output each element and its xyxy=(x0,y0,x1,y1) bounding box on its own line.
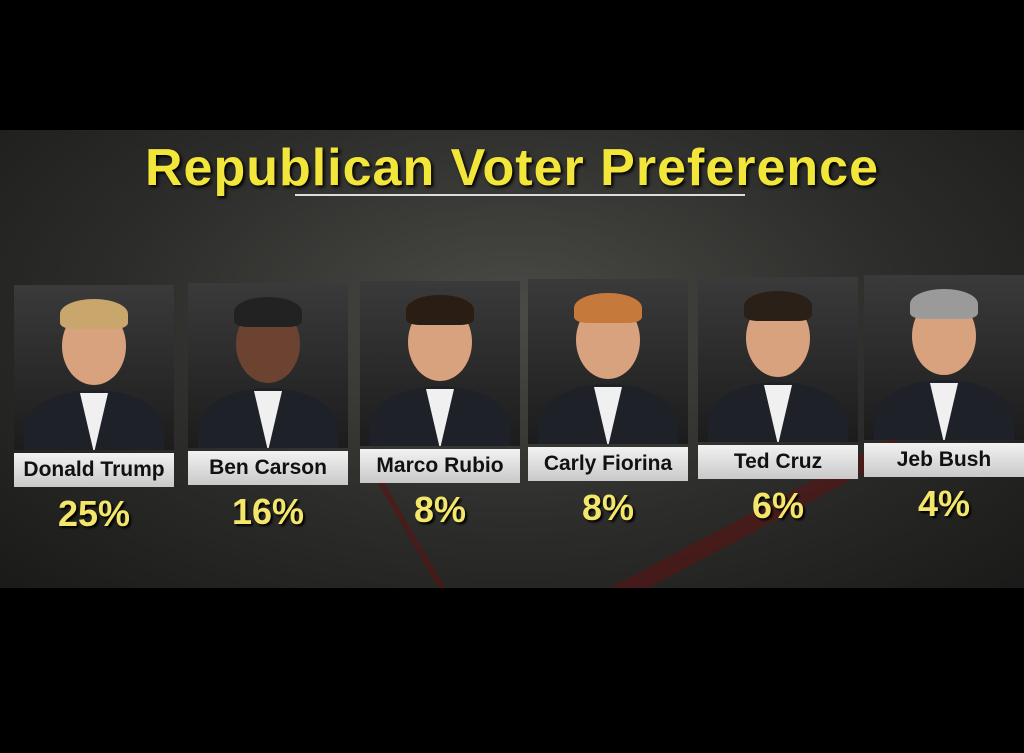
candidate-name: Donald Trump xyxy=(14,453,174,487)
photo-hair xyxy=(234,297,302,327)
photo-hair xyxy=(910,289,978,319)
candidate-name: Marco Rubio xyxy=(360,449,520,483)
candidate-panel: Donald Trump 25% xyxy=(14,285,174,535)
candidate-panel: Ben Carson 16% xyxy=(188,283,348,533)
candidate-panel: Marco Rubio 8% xyxy=(360,281,520,531)
candidate-share: 16% xyxy=(231,491,305,532)
photo-hair xyxy=(60,299,128,329)
candidate-photo xyxy=(188,283,348,448)
photo-hair xyxy=(744,291,812,321)
candidate-name: Ted Cruz xyxy=(698,445,858,479)
photo-hair xyxy=(574,293,642,323)
candidate-name: Carly Fiorina xyxy=(528,447,688,481)
candidate-name: Ben Carson xyxy=(188,451,348,485)
photo-hair xyxy=(406,295,474,325)
broadcast-graphic: Republican Voter Preference Donald Trump… xyxy=(0,130,1024,588)
candidate-share: 4% xyxy=(917,483,971,524)
title: Republican Voter Preference xyxy=(144,139,880,197)
candidate-name: Jeb Bush xyxy=(864,443,1024,477)
candidate-share: 6% xyxy=(751,485,805,526)
candidate-photo xyxy=(528,279,688,444)
candidate-panel: Ted Cruz 6% xyxy=(698,277,858,527)
candidate-panel: Carly Fiorina 8% xyxy=(528,279,688,529)
candidate-photo xyxy=(14,285,174,450)
title-underline xyxy=(295,194,745,196)
candidate-share: 8% xyxy=(581,487,635,528)
candidate-photo xyxy=(864,275,1024,440)
candidate-share: 8% xyxy=(413,489,467,530)
candidate-share: 25% xyxy=(57,493,131,534)
candidate-photo xyxy=(360,281,520,446)
candidate-panel: Jeb Bush 4% xyxy=(864,275,1024,525)
candidate-photo xyxy=(698,277,858,442)
